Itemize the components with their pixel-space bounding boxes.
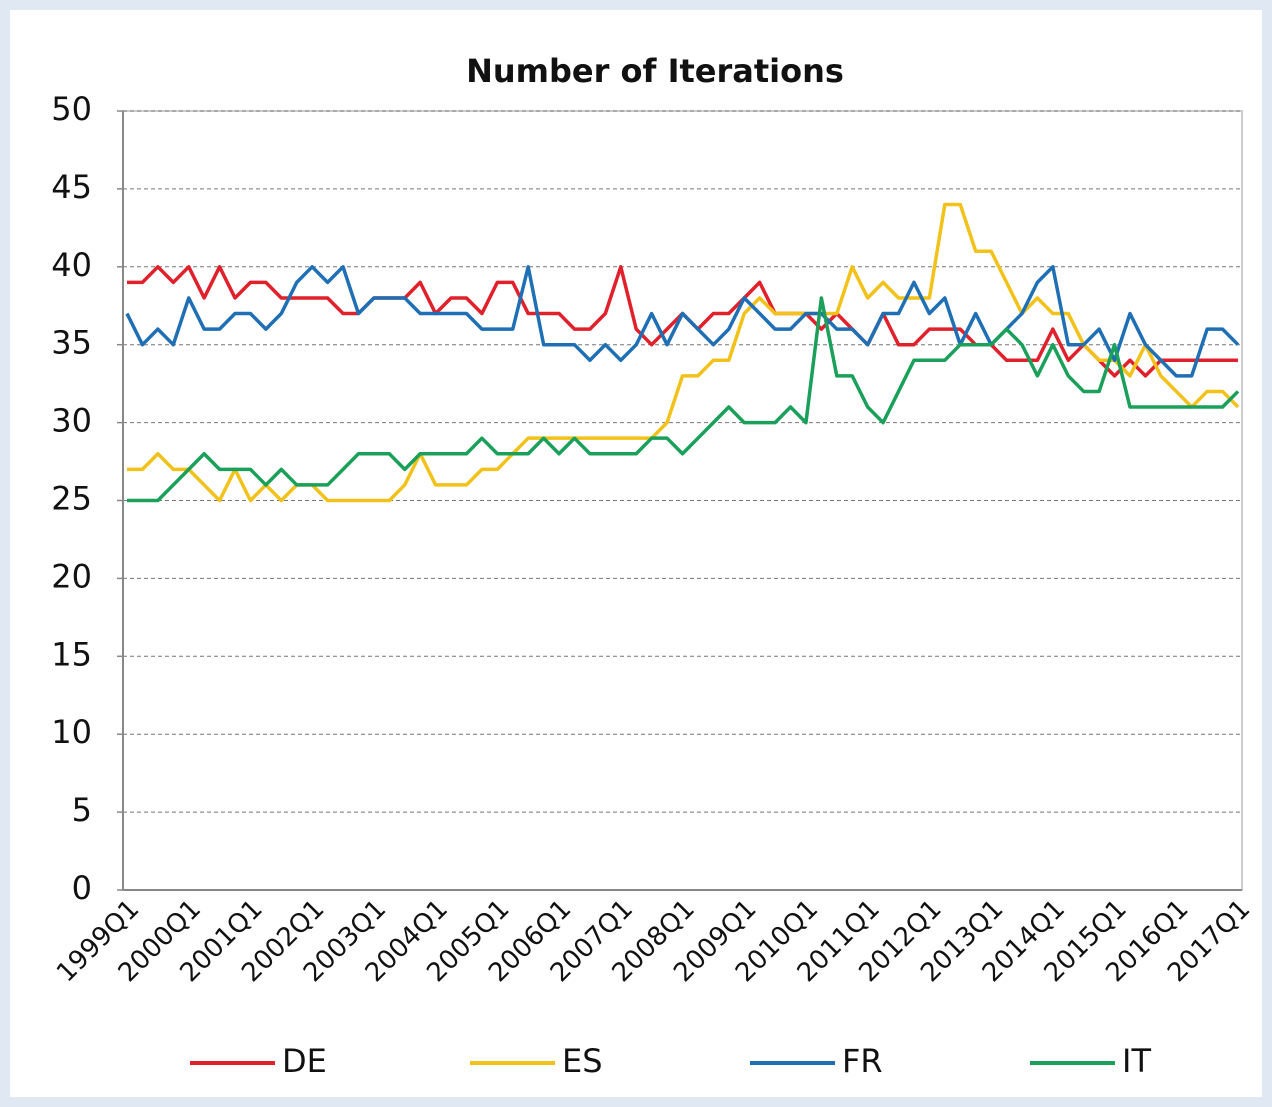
- y-tick-label: 45: [51, 168, 92, 206]
- y-tick-label: 35: [51, 324, 92, 362]
- legend-label: DE: [282, 1042, 327, 1080]
- chart-title: Number of Iterations: [466, 52, 844, 90]
- data-line: [127, 296, 1240, 503]
- y-tick-label: 0: [72, 869, 92, 907]
- data-line: [125, 265, 1240, 378]
- chart-background: [10, 10, 1262, 1097]
- y-tick-label: 25: [51, 480, 92, 518]
- legend-label: FR: [842, 1042, 883, 1080]
- y-tick-label: 10: [51, 713, 92, 751]
- y-tick-label: 20: [51, 557, 92, 595]
- y-tick-label: 30: [51, 402, 92, 440]
- legend-label: IT: [1122, 1042, 1151, 1080]
- y-tick-label: 50: [51, 90, 92, 128]
- y-tick-label: 5: [72, 791, 92, 829]
- y-tick-label: 40: [51, 246, 92, 284]
- legend-label: ES: [562, 1042, 603, 1080]
- y-tick-label: 15: [51, 635, 92, 673]
